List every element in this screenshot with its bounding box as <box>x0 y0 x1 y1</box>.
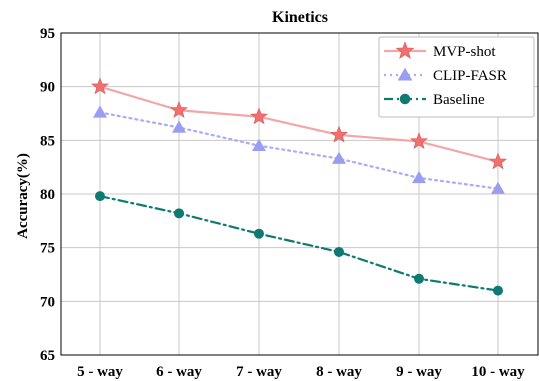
series-line-baseline <box>98 195 500 292</box>
y-tick-label: 95 <box>40 26 55 42</box>
data-point-mvp-shot <box>489 152 507 170</box>
plot-frame <box>60 32 539 356</box>
series-line-mvp-shot <box>98 85 500 163</box>
y-tick-label: 65 <box>40 348 55 364</box>
data-point-mvp-shot <box>250 107 268 125</box>
data-point-mvp-shot <box>330 125 348 143</box>
chart-title: Kinetics <box>272 9 328 26</box>
x-tick-label: 8 - way <box>316 364 362 380</box>
x-tick-label: 10 - way <box>471 364 525 380</box>
data-point-baseline <box>414 273 424 284</box>
x-tick-label: 5 - way <box>77 364 123 380</box>
data-point-mvp-shot <box>170 100 188 118</box>
data-point-clip-fasr <box>332 151 346 164</box>
y-tick-label: 70 <box>40 294 55 310</box>
x-tick-label: 6 - way <box>156 364 202 380</box>
y-tick-label: 75 <box>40 241 55 257</box>
legend-marker-mvp-shot <box>395 41 415 59</box>
data-point-baseline <box>254 228 264 239</box>
series-line-clip-fasr <box>98 111 500 190</box>
y-tick-label: 90 <box>40 80 55 96</box>
legend-label-baseline: Baseline <box>433 92 485 108</box>
legend-label-clip-fasr: CLIP-FASR <box>433 68 507 84</box>
x-tick-label: 9 - way <box>396 364 442 380</box>
data-point-clip-fasr <box>172 120 186 133</box>
x-tick-label: 7 - way <box>236 364 282 380</box>
legend-marker-clip-fasr <box>397 67 413 81</box>
data-point-clip-fasr <box>93 105 107 118</box>
legend: MVP-shot CLIP-FASR Baseline <box>378 36 535 118</box>
data-point-baseline <box>493 285 503 296</box>
data-point-baseline <box>334 246 344 257</box>
data-point-baseline <box>174 208 184 219</box>
y-axis-label: Accuracy(%) <box>15 153 31 239</box>
data-point-mvp-shot <box>91 77 109 95</box>
legend-label-mvp-shot: MVP-shot <box>433 44 496 60</box>
legend-marker-baseline <box>399 93 411 105</box>
tick-labels: 65 70 75 80 85 90 95 5 - way 6 - way 7 - way 8 - w… <box>40 26 525 380</box>
data-point-mvp-shot <box>410 132 428 149</box>
y-tick-label: 85 <box>40 133 55 149</box>
y-tick-label: 80 <box>40 187 55 203</box>
data-point-baseline <box>95 191 105 202</box>
series-layer <box>91 77 507 296</box>
legend-box <box>378 36 535 118</box>
data-point-clip-fasr <box>491 181 505 194</box>
data-point-clip-fasr <box>412 170 426 184</box>
data-point-clip-fasr <box>252 138 266 151</box>
